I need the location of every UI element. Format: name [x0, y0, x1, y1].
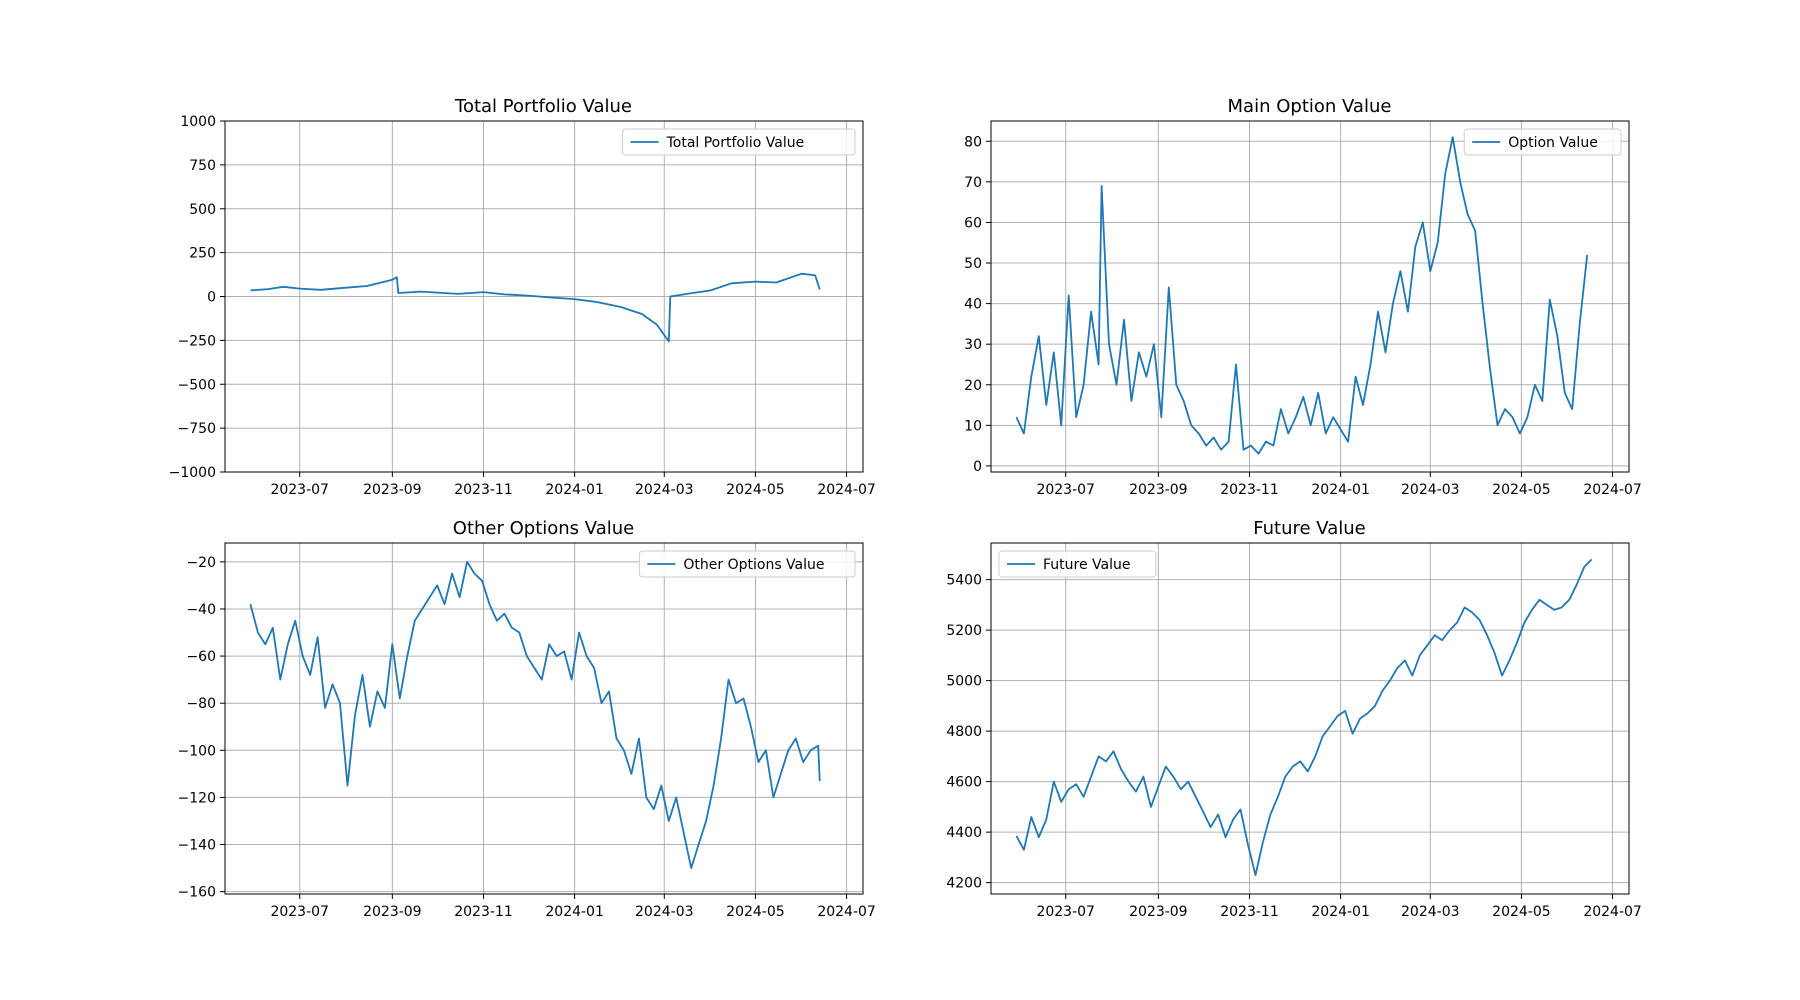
y-tick-label: −20 — [186, 555, 216, 571]
x-tick-label: 2023-07 — [1036, 904, 1095, 920]
y-tick-label: 4600 — [946, 775, 982, 791]
subplot-main-option: Main Option Value 2023-07 2023-09 2023-11 2… — [964, 96, 1642, 498]
x-tick-label: 2024-01 — [1311, 904, 1370, 920]
y-tick-label: −500 — [178, 377, 216, 393]
y-tick-label: 4400 — [946, 825, 982, 841]
x-tick-label: 2023-09 — [1129, 904, 1188, 920]
legend: Future Value — [998, 550, 1157, 578]
y-tick-label: −120 — [178, 790, 216, 806]
x-tick-label: 2023-11 — [1220, 482, 1279, 498]
subplot-total-portfolio: Total Portfolio Value 2023-07 2023-09 2023… — [169, 96, 876, 498]
x-tick-label: 2023-09 — [363, 904, 422, 920]
x-tick-label: 2024-01 — [1311, 482, 1370, 498]
ticks: 2023-07 2023-09 2023-11 2024-01 2024-03 2024-… — [178, 555, 876, 920]
ticks: 2023-07 2023-09 2023-11 2024-01 2024-03 2024-… — [964, 134, 1642, 498]
subplot-other-options: Other Options Value 2023-07 2023-09 2023-1… — [178, 518, 876, 920]
legend-box — [998, 550, 1157, 578]
y-tick-label: 80 — [964, 134, 982, 150]
x-tick-label: 2023-09 — [363, 482, 422, 498]
y-tick-label: 5000 — [946, 674, 982, 690]
grid — [991, 543, 1629, 894]
x-tick-label: 2023-11 — [1220, 904, 1279, 920]
series-line — [1015, 136, 1589, 455]
legend: Option Value — [1463, 128, 1622, 156]
axes-frame — [224, 542, 864, 895]
y-tick-label: 4800 — [946, 724, 982, 740]
legend-label: Other Options Value — [683, 557, 824, 573]
y-tick-label: 4200 — [946, 876, 982, 892]
x-tick-label: 2024-03 — [1401, 482, 1460, 498]
y-tick-label: 1000 — [180, 114, 216, 130]
legend-label: Future Value — [1043, 557, 1130, 573]
y-tick-label: −160 — [178, 885, 216, 901]
y-tick-label: 50 — [964, 256, 982, 272]
axes-frame — [990, 542, 1630, 895]
y-tick-label: 60 — [964, 215, 982, 231]
grid — [225, 120, 863, 473]
y-tick-label: 5200 — [946, 623, 982, 639]
y-tick-label: 30 — [964, 337, 982, 353]
chart-title: Total Portfolio Value — [454, 96, 632, 117]
legend-label: Option Value — [1508, 135, 1598, 151]
x-tick-label: 2023-09 — [1129, 482, 1188, 498]
x-tick-label: 2024-03 — [1401, 904, 1460, 920]
ticks: 2023-07 2023-09 2023-11 2024-01 2024-03 2024-… — [169, 114, 876, 498]
y-tick-label: −750 — [178, 421, 216, 437]
x-tick-label: 2023-07 — [270, 482, 329, 498]
x-tick-label: 2024-07 — [1583, 482, 1642, 498]
x-tick-label: 2024-07 — [1583, 904, 1642, 920]
y-tick-label: 0 — [207, 290, 216, 306]
x-tick-label: 2024-05 — [726, 482, 785, 498]
x-tick-label: 2023-11 — [454, 904, 513, 920]
legend: Total Portfolio Value — [622, 128, 856, 156]
x-tick-label: 2024-07 — [817, 482, 876, 498]
chart-title: Main Option Value — [1228, 96, 1392, 117]
grid — [225, 543, 863, 894]
legend-box — [1463, 128, 1622, 156]
legend: Other Options Value — [638, 550, 856, 578]
y-tick-label: 5400 — [946, 573, 982, 589]
chart-title: Future Value — [1253, 518, 1365, 539]
y-tick-label: 0 — [973, 459, 982, 475]
y-tick-label: 750 — [189, 158, 216, 174]
x-tick-label: 2024-01 — [545, 482, 604, 498]
y-tick-label: −140 — [178, 838, 216, 854]
y-tick-label: 70 — [964, 175, 982, 191]
legend-box — [622, 128, 856, 156]
chart-title: Other Options Value — [453, 518, 634, 539]
y-tick-label: −60 — [186, 649, 216, 665]
y-tick-label: 40 — [964, 297, 982, 313]
x-tick-label: 2023-07 — [1036, 482, 1095, 498]
axes-frame — [990, 120, 1630, 473]
x-tick-label: 2024-03 — [635, 482, 694, 498]
y-tick-label: −100 — [178, 743, 216, 759]
y-tick-label: −40 — [186, 602, 216, 618]
series-line — [1015, 558, 1593, 876]
axes-frame — [224, 120, 864, 473]
x-tick-label: 2024-05 — [726, 904, 785, 920]
x-tick-label: 2024-01 — [545, 904, 604, 920]
legend-box — [638, 550, 856, 578]
y-tick-label: −80 — [186, 696, 216, 712]
y-tick-label: 250 — [189, 246, 216, 262]
x-tick-label: 2023-07 — [270, 904, 329, 920]
series-line — [249, 560, 821, 869]
x-tick-label: 2024-03 — [635, 904, 694, 920]
x-tick-label: 2023-11 — [454, 482, 513, 498]
y-tick-label: 20 — [964, 378, 982, 394]
series-line — [250, 272, 821, 343]
y-tick-label: −1000 — [169, 465, 216, 481]
y-tick-label: 10 — [964, 418, 982, 434]
subplot-future: Future Value 2023-07 2023-09 2023-11 2024-0… — [946, 518, 1641, 920]
ticks: 2023-07 2023-09 2023-11 2024-01 2024-03 2024-… — [946, 573, 1641, 920]
legend-label: Total Portfolio Value — [666, 135, 805, 151]
y-tick-label: 500 — [189, 202, 216, 218]
x-tick-label: 2024-07 — [817, 904, 876, 920]
x-tick-label: 2024-05 — [1492, 904, 1551, 920]
x-tick-label: 2024-05 — [1492, 482, 1551, 498]
y-tick-label: −250 — [178, 333, 216, 349]
